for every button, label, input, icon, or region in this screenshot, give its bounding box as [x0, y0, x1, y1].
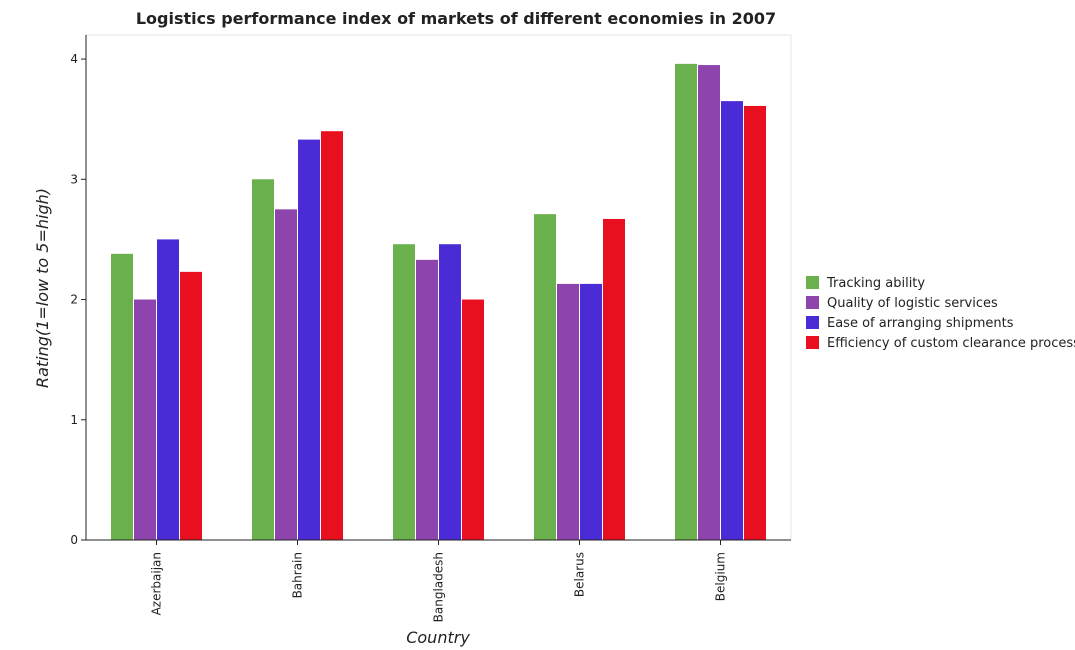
- legend-label: Ease of arranging shipments: [827, 316, 1014, 331]
- bar-azerbaijan-1: [134, 299, 156, 540]
- bar-bangladesh-0: [393, 244, 415, 540]
- x-axis-label: Country: [406, 628, 470, 647]
- bar-belarus-0: [534, 214, 556, 540]
- x-tick-label: Belgium: [714, 552, 728, 601]
- y-tick-label: 4: [70, 52, 78, 66]
- x-tick-label: Bahrain: [291, 552, 305, 598]
- legend-label: Tracking ability: [826, 276, 925, 291]
- bar-belarus-3: [603, 218, 625, 540]
- bar-belgium-0: [675, 63, 697, 540]
- bar-belgium-3: [744, 105, 766, 540]
- x-tick-label: Azerbaijan: [150, 552, 164, 615]
- y-tick-label: 0: [70, 533, 78, 547]
- bar-bahrain-1: [275, 209, 297, 540]
- y-tick-label: 1: [70, 413, 78, 427]
- legend-label: Quality of logistic services: [827, 296, 998, 311]
- legend-swatch: [806, 316, 819, 329]
- bar-bangladesh-2: [439, 244, 461, 540]
- bar-azerbaijan-3: [180, 271, 202, 540]
- bar-bahrain-0: [252, 179, 274, 541]
- bar-bangladesh-1: [416, 259, 438, 540]
- chart-title: Logistics performance index of markets o…: [136, 9, 776, 28]
- plot-area: [85, 34, 792, 541]
- legend: Tracking ability Quality of logistic serv…: [806, 276, 1075, 351]
- y-tick-label: 2: [70, 293, 78, 307]
- bars-layer: [111, 63, 766, 541]
- y-axis-label: Rating(1=low to 5=high): [33, 188, 52, 388]
- bar-bahrain-3: [321, 131, 343, 540]
- x-tick-label: Belarus: [573, 552, 587, 597]
- x-tick-label: Bangladesh: [432, 552, 446, 622]
- legend-swatch: [806, 336, 819, 349]
- bar-bangladesh-3: [462, 299, 484, 540]
- y-tick-label: 3: [70, 172, 78, 186]
- bar-bahrain-2: [298, 139, 320, 540]
- legend-swatch: [806, 296, 819, 309]
- y-ticks: 0 1 2 3 4: [70, 52, 86, 547]
- legend-label: Efficiency of custom clearance process: [827, 336, 1075, 351]
- legend-swatch: [806, 276, 819, 289]
- bar-belgium-1: [698, 65, 720, 541]
- bar-belarus-2: [580, 283, 602, 540]
- bar-belarus-1: [557, 283, 579, 540]
- bar-azerbaijan-0: [111, 253, 133, 541]
- bar-belgium-2: [721, 101, 743, 540]
- x-ticks: Azerbaijan Bahrain Bangladesh Belarus Belgiu…: [150, 540, 728, 622]
- bar-azerbaijan-2: [157, 239, 179, 540]
